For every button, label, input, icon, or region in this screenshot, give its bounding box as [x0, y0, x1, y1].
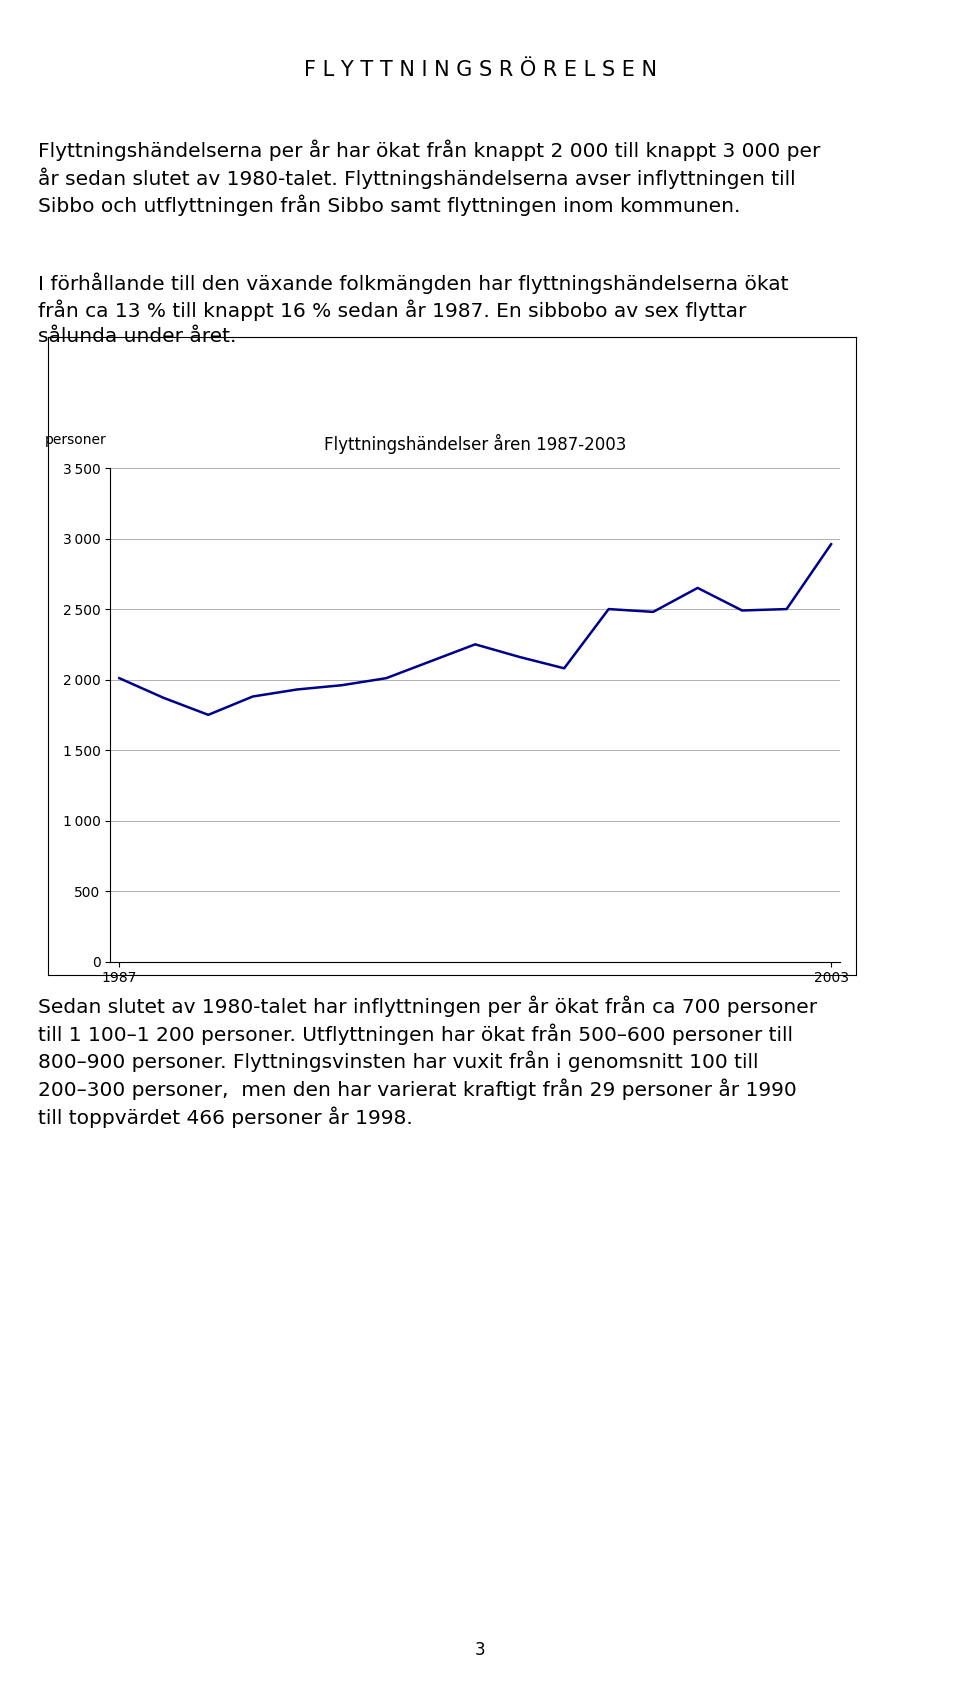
Text: 3: 3: [474, 1641, 486, 1659]
Text: Flyttningshändelser åren 1987-2003: Flyttningshändelser åren 1987-2003: [324, 434, 626, 453]
Text: Flyttningshändelserna per år har ökat från knappt 2 000 till knappt 3 000 per
år: Flyttningshändelserna per år har ökat fr…: [38, 140, 821, 216]
Text: I förhållande till den växande folkmängden har flyttningshändelserna ökat
från c: I förhållande till den växande folkmängd…: [38, 272, 789, 346]
Text: F L Y T T N I N G S R Ö R E L S E N: F L Y T T N I N G S R Ö R E L S E N: [303, 60, 657, 80]
Text: personer: personer: [45, 434, 107, 448]
Text: Sedan slutet av 1980-talet har inflyttningen per år ökat från ca 700 personer
ti: Sedan slutet av 1980-talet har inflyttni…: [38, 996, 818, 1128]
